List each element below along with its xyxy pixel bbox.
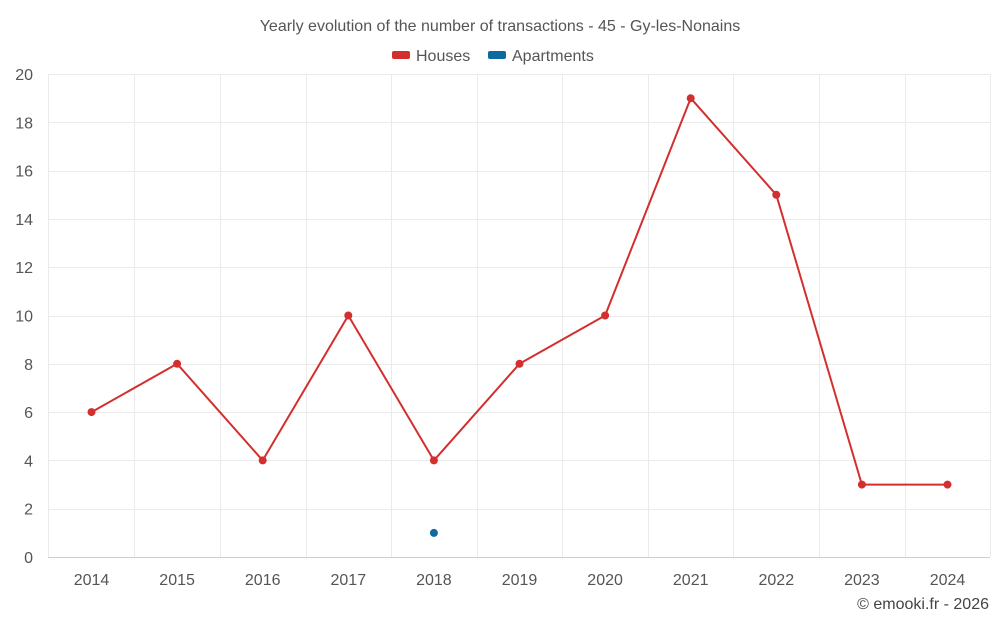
- x-axis-ticks: 2014 2015 2016 2017 2018 2019 2020 2021 2022 2023…: [74, 572, 966, 589]
- legend[interactable]: Houses Apartments: [392, 48, 594, 65]
- x-tick-label: 2021: [673, 572, 709, 589]
- series-apartments: [429, 528, 438, 537]
- x-tick-label: 2015: [159, 572, 195, 589]
- data-point-houses[interactable]: [258, 456, 267, 465]
- data-point-apartments[interactable]: [429, 528, 438, 537]
- y-tick-label: 2: [24, 502, 33, 519]
- data-point-houses[interactable]: [686, 94, 695, 103]
- y-tick-label: 12: [15, 260, 33, 277]
- data-point-houses[interactable]: [87, 408, 96, 417]
- x-tick-label: 2024: [930, 572, 966, 589]
- y-tick-label: 14: [15, 212, 33, 229]
- y-tick-label: 20: [15, 67, 33, 84]
- credit-text: © emooki.fr - 2026: [857, 596, 989, 613]
- series: [87, 94, 952, 537]
- data-point-houses[interactable]: [772, 190, 781, 199]
- data-point-houses[interactable]: [344, 311, 353, 320]
- legend-label-houses[interactable]: Houses: [416, 48, 470, 65]
- data-point-houses[interactable]: [857, 480, 866, 489]
- legend-label-apartments[interactable]: Apartments: [512, 48, 594, 65]
- legend-swatch-apartments: [488, 51, 506, 59]
- y-tick-label: 0: [24, 550, 33, 567]
- data-point-houses[interactable]: [429, 456, 438, 465]
- y-tick-label: 18: [15, 115, 33, 132]
- data-point-houses[interactable]: [173, 359, 182, 368]
- chart-title: Yearly evolution of the number of transa…: [260, 18, 741, 35]
- x-tick-label: 2020: [587, 572, 623, 589]
- y-tick-label: 16: [15, 164, 33, 181]
- gridlines: [48, 74, 991, 557]
- data-point-houses[interactable]: [601, 311, 610, 320]
- x-tick-label: 2022: [759, 572, 795, 589]
- x-tick-label: 2023: [844, 572, 880, 589]
- y-tick-label: 4: [24, 453, 33, 470]
- x-tick-label: 2017: [331, 572, 367, 589]
- data-point-houses[interactable]: [515, 359, 524, 368]
- y-tick-label: 6: [24, 405, 33, 422]
- series-houses: [87, 94, 952, 489]
- x-tick-label: 2018: [416, 572, 452, 589]
- data-point-houses[interactable]: [943, 480, 952, 489]
- x-tick-label: 2016: [245, 572, 281, 589]
- y-tick-label: 10: [15, 309, 33, 326]
- x-tick-label: 2014: [74, 572, 110, 589]
- y-axis-ticks: 0 2 4 6 8 10 12 14 16 18 20: [15, 67, 33, 567]
- legend-swatch-houses: [392, 51, 410, 59]
- x-tick-label: 2019: [502, 572, 538, 589]
- y-tick-label: 8: [24, 357, 33, 374]
